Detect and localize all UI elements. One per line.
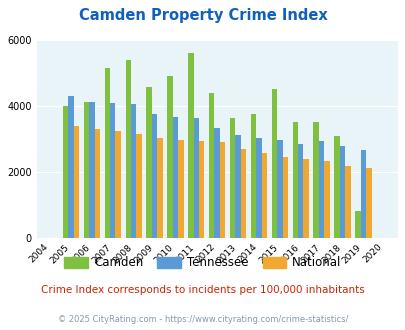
Bar bbox=[136, 134, 141, 238]
Bar bbox=[74, 126, 79, 238]
Bar bbox=[344, 166, 350, 238]
Bar bbox=[256, 138, 261, 238]
Bar bbox=[297, 144, 303, 238]
Bar bbox=[220, 142, 225, 238]
Bar bbox=[167, 76, 172, 238]
Bar bbox=[68, 96, 74, 238]
Bar bbox=[339, 146, 344, 238]
Bar bbox=[83, 102, 89, 238]
Text: © 2025 CityRating.com - https://www.cityrating.com/crime-statistics/: © 2025 CityRating.com - https://www.city… bbox=[58, 315, 347, 324]
Text: Camden Property Crime Index: Camden Property Crime Index bbox=[79, 8, 326, 23]
Bar bbox=[115, 131, 121, 238]
Bar bbox=[250, 114, 256, 238]
Bar bbox=[104, 68, 110, 238]
Bar bbox=[229, 118, 235, 238]
Bar bbox=[178, 140, 183, 238]
Bar bbox=[277, 140, 282, 238]
Bar bbox=[89, 102, 94, 238]
Bar bbox=[193, 118, 198, 238]
Bar bbox=[198, 141, 204, 238]
Text: Crime Index corresponds to incidents per 100,000 inhabitants: Crime Index corresponds to incidents per… bbox=[41, 285, 364, 295]
Bar bbox=[235, 135, 240, 238]
Bar bbox=[209, 93, 214, 238]
Bar bbox=[318, 141, 324, 238]
Bar bbox=[261, 153, 266, 238]
Bar bbox=[282, 157, 287, 238]
Bar bbox=[292, 122, 297, 238]
Bar bbox=[303, 159, 308, 238]
Bar bbox=[188, 53, 193, 238]
Bar bbox=[313, 122, 318, 238]
Bar bbox=[146, 87, 151, 238]
Bar bbox=[365, 168, 371, 238]
Bar bbox=[354, 211, 360, 238]
Bar bbox=[360, 150, 365, 238]
Bar bbox=[110, 103, 115, 238]
Bar bbox=[94, 129, 100, 238]
Bar bbox=[214, 128, 220, 238]
Bar bbox=[240, 148, 246, 238]
Bar bbox=[334, 136, 339, 238]
Bar bbox=[125, 60, 131, 238]
Bar bbox=[271, 89, 277, 238]
Bar bbox=[151, 114, 157, 238]
Bar bbox=[63, 106, 68, 238]
Bar bbox=[157, 138, 162, 238]
Legend: Camden, Tennessee, National: Camden, Tennessee, National bbox=[60, 252, 345, 274]
Bar bbox=[324, 161, 329, 238]
Bar bbox=[131, 104, 136, 238]
Bar bbox=[172, 117, 178, 238]
